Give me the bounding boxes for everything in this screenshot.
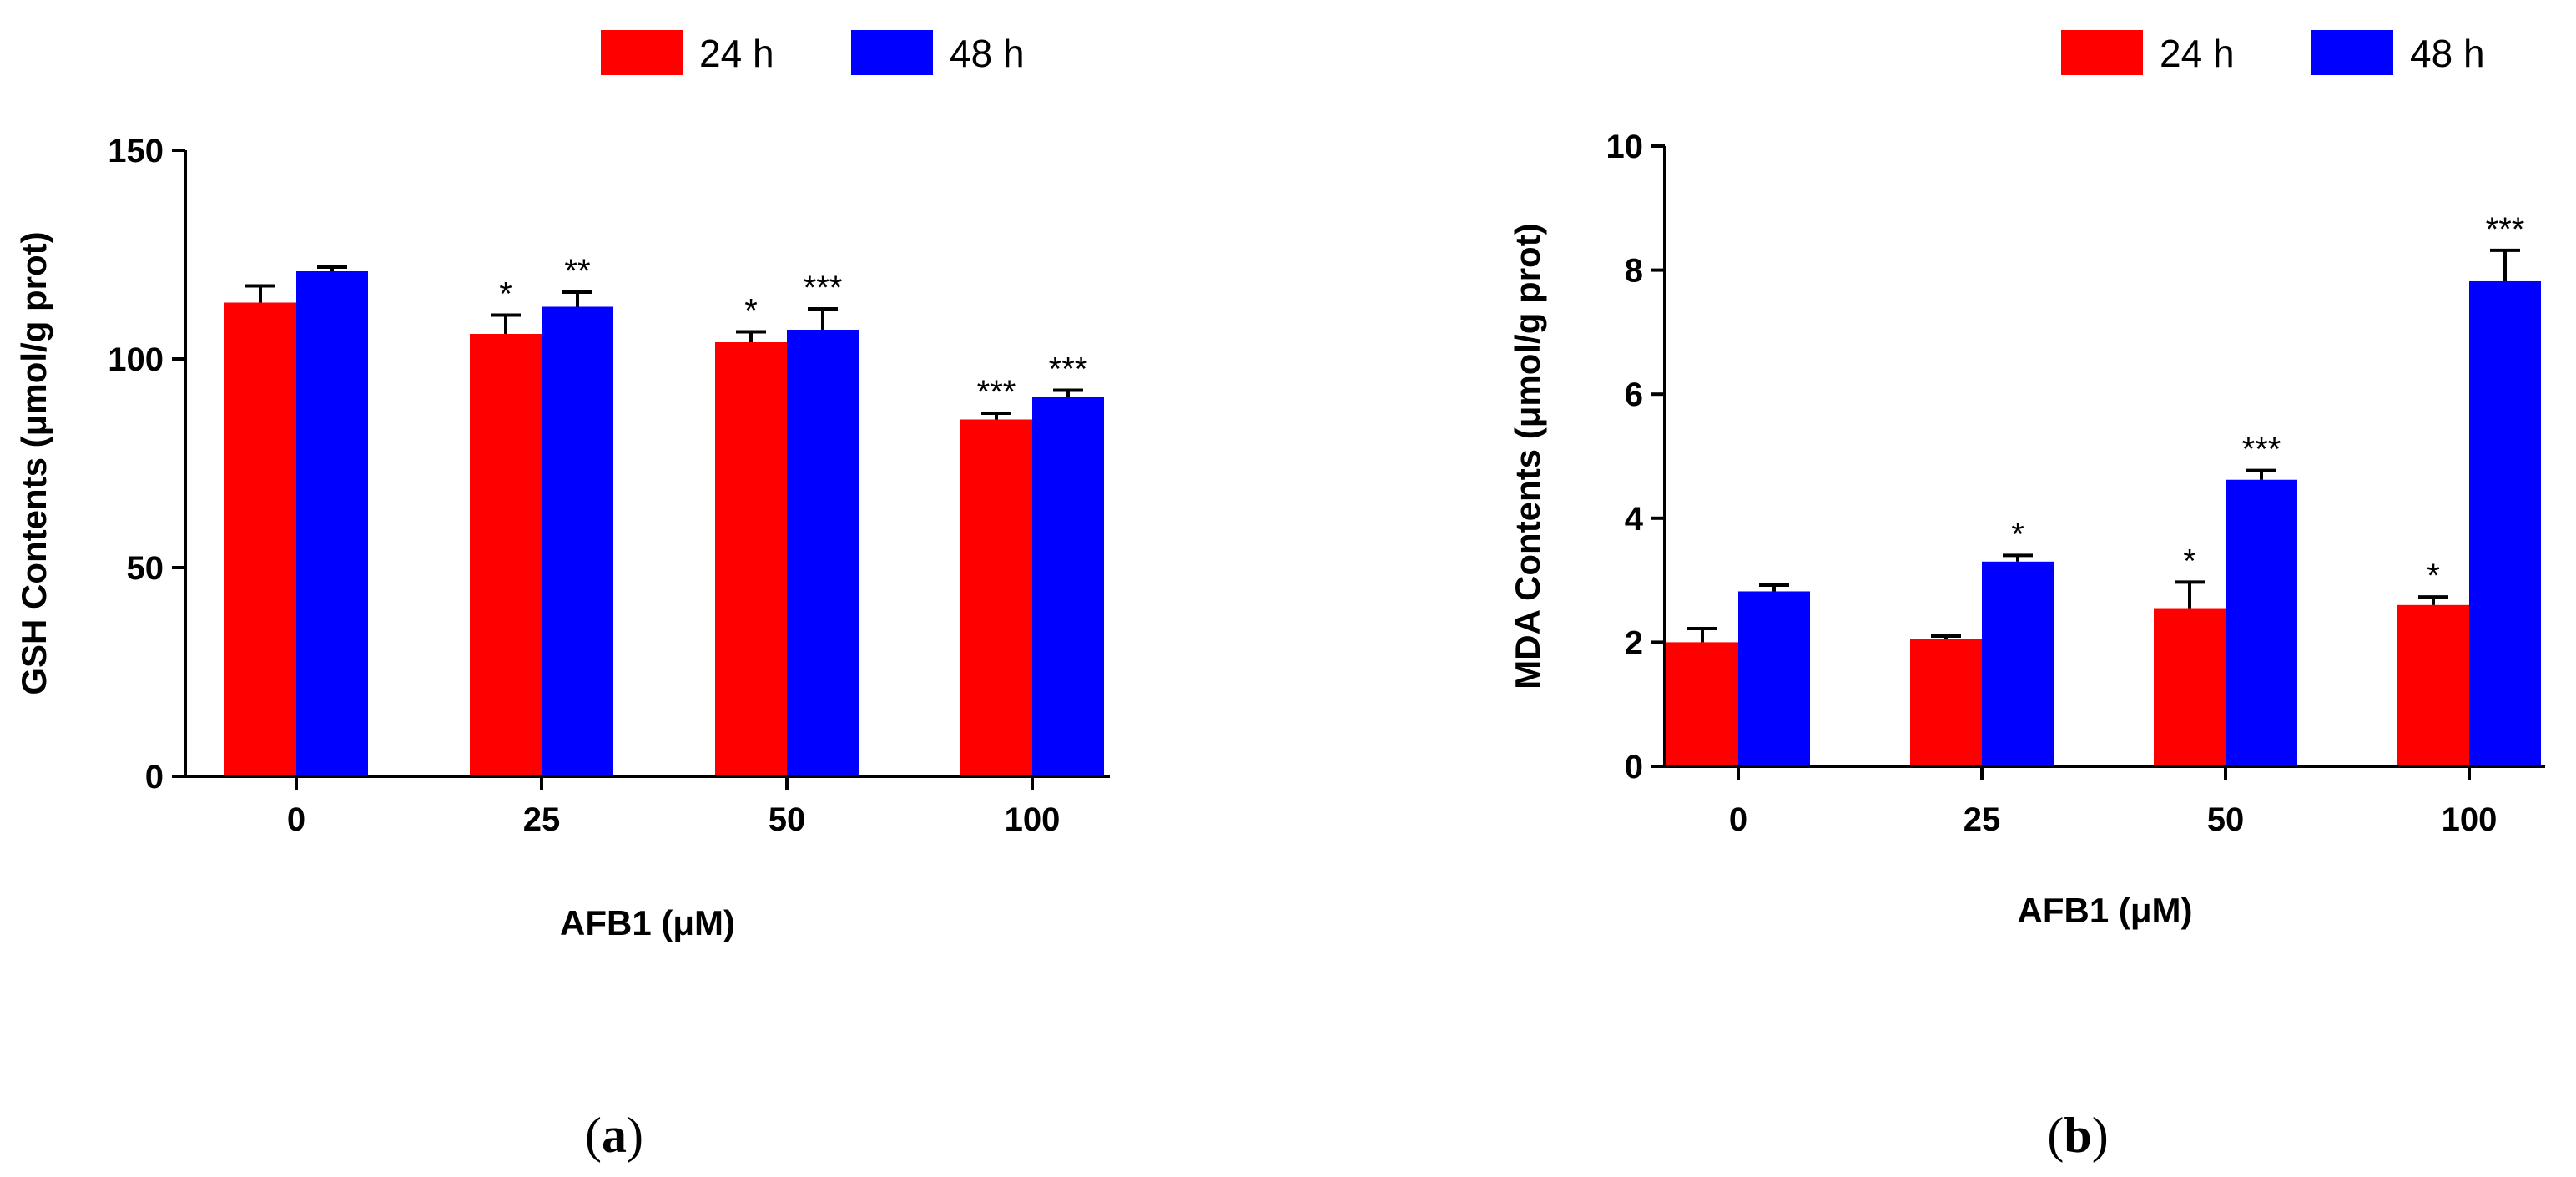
x-tick-label: 25 bbox=[1964, 801, 2001, 838]
bar-48h-0 bbox=[296, 271, 368, 776]
bar-24h-100 bbox=[960, 419, 1032, 776]
significance-label: *** bbox=[804, 270, 843, 306]
x-tick-label: 50 bbox=[769, 801, 806, 838]
y-tick-label: 150 bbox=[108, 133, 164, 169]
significance-label: *** bbox=[2242, 432, 2281, 468]
panel-label-letter: a bbox=[602, 1108, 627, 1163]
y-tick-label: 8 bbox=[1625, 253, 1643, 290]
bar-24h-0 bbox=[1666, 642, 1738, 766]
legend-label: 48 h bbox=[950, 32, 1025, 75]
significance-label: ** bbox=[564, 253, 590, 290]
bar-48h-25 bbox=[542, 306, 613, 776]
legend-swatch bbox=[851, 30, 933, 75]
legend-swatch bbox=[2061, 30, 2143, 75]
panel-label-open-paren: ( bbox=[2047, 1108, 2064, 1163]
y-tick-label: 0 bbox=[145, 759, 164, 796]
bar-48h-50 bbox=[2226, 479, 2297, 766]
x-tick-label: 50 bbox=[2207, 801, 2245, 838]
significance-label: * bbox=[2011, 516, 2024, 553]
bar-48h-100 bbox=[2469, 280, 2541, 766]
legend-swatch bbox=[2311, 30, 2393, 75]
y-tick-label: 100 bbox=[108, 341, 164, 378]
bar-24h-0 bbox=[224, 302, 296, 776]
significance-label: * bbox=[2427, 558, 2440, 594]
significance-label: * bbox=[499, 276, 512, 313]
panel-label-close-paren: ) bbox=[627, 1108, 643, 1163]
y-tick-label: 2 bbox=[1625, 624, 1643, 661]
panel-label-open-paren: ( bbox=[585, 1108, 602, 1163]
y-tick-label: 10 bbox=[1606, 129, 1644, 165]
x-tick-label: 25 bbox=[523, 801, 561, 838]
y-axis-title: MDA Contents (μmol/g prot) bbox=[1508, 223, 1547, 689]
legend: 24 h 48 h bbox=[601, 30, 1025, 75]
significance-label: *** bbox=[2486, 211, 2525, 248]
y-tick-label: 4 bbox=[1625, 501, 1644, 538]
bar-48h-100 bbox=[1032, 397, 1104, 776]
bar-48h-25 bbox=[1982, 561, 2054, 766]
significance-label: *** bbox=[1049, 351, 1088, 388]
legend: 24 h 48 h bbox=[2061, 30, 2485, 75]
x-axis-title: AFB1 (μM) bbox=[560, 903, 735, 942]
legend-label: 48 h bbox=[2410, 32, 2485, 75]
bar-24h-100 bbox=[2397, 604, 2469, 766]
panel-label: (b) bbox=[2047, 1108, 2108, 1163]
panel-label-letter: b bbox=[2064, 1108, 2091, 1163]
legend-label: 24 h bbox=[2160, 32, 2235, 75]
x-tick-label: 0 bbox=[287, 801, 305, 838]
x-tick-label: 100 bbox=[2442, 801, 2498, 838]
x-tick-label: 100 bbox=[1005, 801, 1061, 838]
bar-24h-25 bbox=[470, 334, 542, 776]
x-axis-title: AFB1 (μM) bbox=[2018, 891, 2193, 930]
bar-24h-50 bbox=[715, 342, 787, 776]
y-tick-label: 0 bbox=[1625, 749, 1643, 786]
bar-24h-50 bbox=[2154, 608, 2226, 766]
y-axis-title: GSH Contents (μmol/g prot) bbox=[14, 231, 53, 695]
bar-24h-25 bbox=[1910, 639, 1982, 766]
bar-48h-50 bbox=[787, 330, 859, 776]
y-tick-label: 50 bbox=[127, 550, 164, 587]
bar-48h-0 bbox=[1738, 591, 1810, 766]
y-tick-label: 6 bbox=[1625, 376, 1643, 413]
significance-label: *** bbox=[977, 374, 1016, 411]
panel-label-close-paren: ) bbox=[2092, 1108, 2109, 1163]
legend-swatch bbox=[601, 30, 683, 75]
significance-label: * bbox=[2183, 543, 2196, 579]
legend-label: 24 h bbox=[699, 32, 774, 75]
panel-label: (a) bbox=[585, 1108, 643, 1163]
significance-label: * bbox=[744, 293, 758, 330]
x-tick-label: 0 bbox=[1729, 801, 1747, 838]
